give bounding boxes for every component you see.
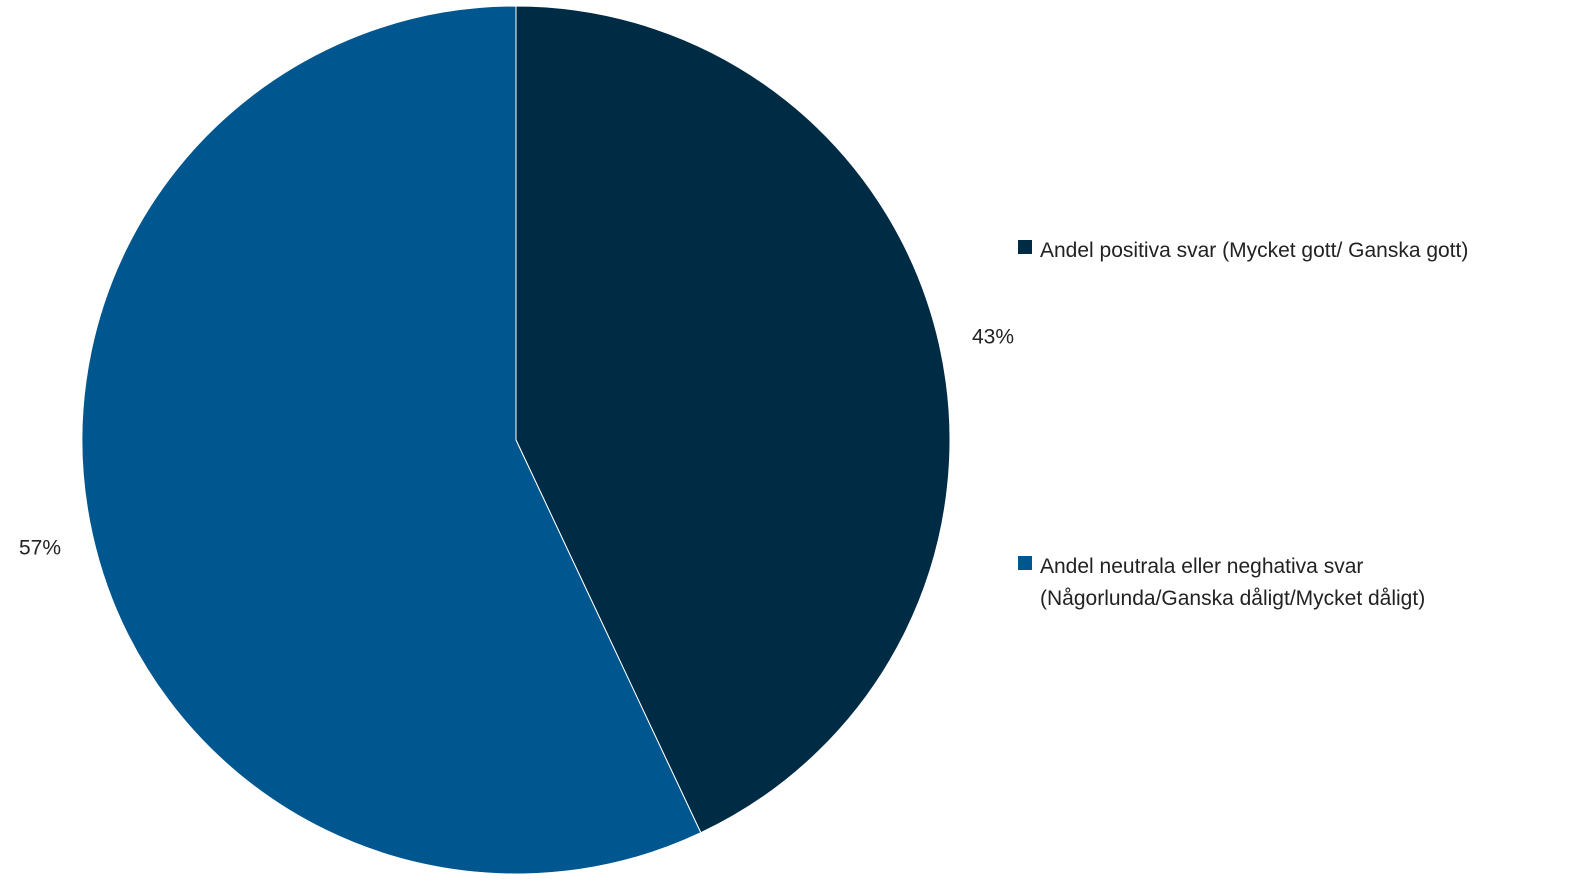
pie-slices	[81, 5, 951, 875]
pie-slice-2	[81, 5, 702, 875]
pie-slice-1	[515, 5, 951, 834]
data-label-2: 57%	[19, 537, 61, 560]
legend-item-1: Andel positiva svar (Mycket gott/ Ganska…	[1018, 239, 1468, 262]
legend-swatch-2	[1018, 556, 1032, 570]
legend-label-line: (Någorlunda/Ganska dåligt/Mycket dåligt)	[1040, 587, 1425, 610]
data-label-1: 43%	[972, 326, 1014, 349]
legend-label-2: Andel neutrala eller neghativa svar (Någo…	[1040, 555, 1425, 610]
legend: Andel positiva svar (Mycket gott/ Ganska…	[1018, 239, 1468, 610]
legend-swatch-1	[1018, 240, 1032, 254]
pie-data-labels: 43% 57%	[19, 326, 1014, 560]
legend-item-2: Andel neutrala eller neghativa svar (Någo…	[1018, 555, 1425, 610]
legend-label-line: Andel neutrala eller neghativa svar	[1040, 555, 1363, 578]
legend-label-line: Andel positiva svar (Mycket gott/ Ganska…	[1040, 239, 1468, 262]
legend-label-1: Andel positiva svar (Mycket gott/ Ganska…	[1040, 239, 1468, 262]
